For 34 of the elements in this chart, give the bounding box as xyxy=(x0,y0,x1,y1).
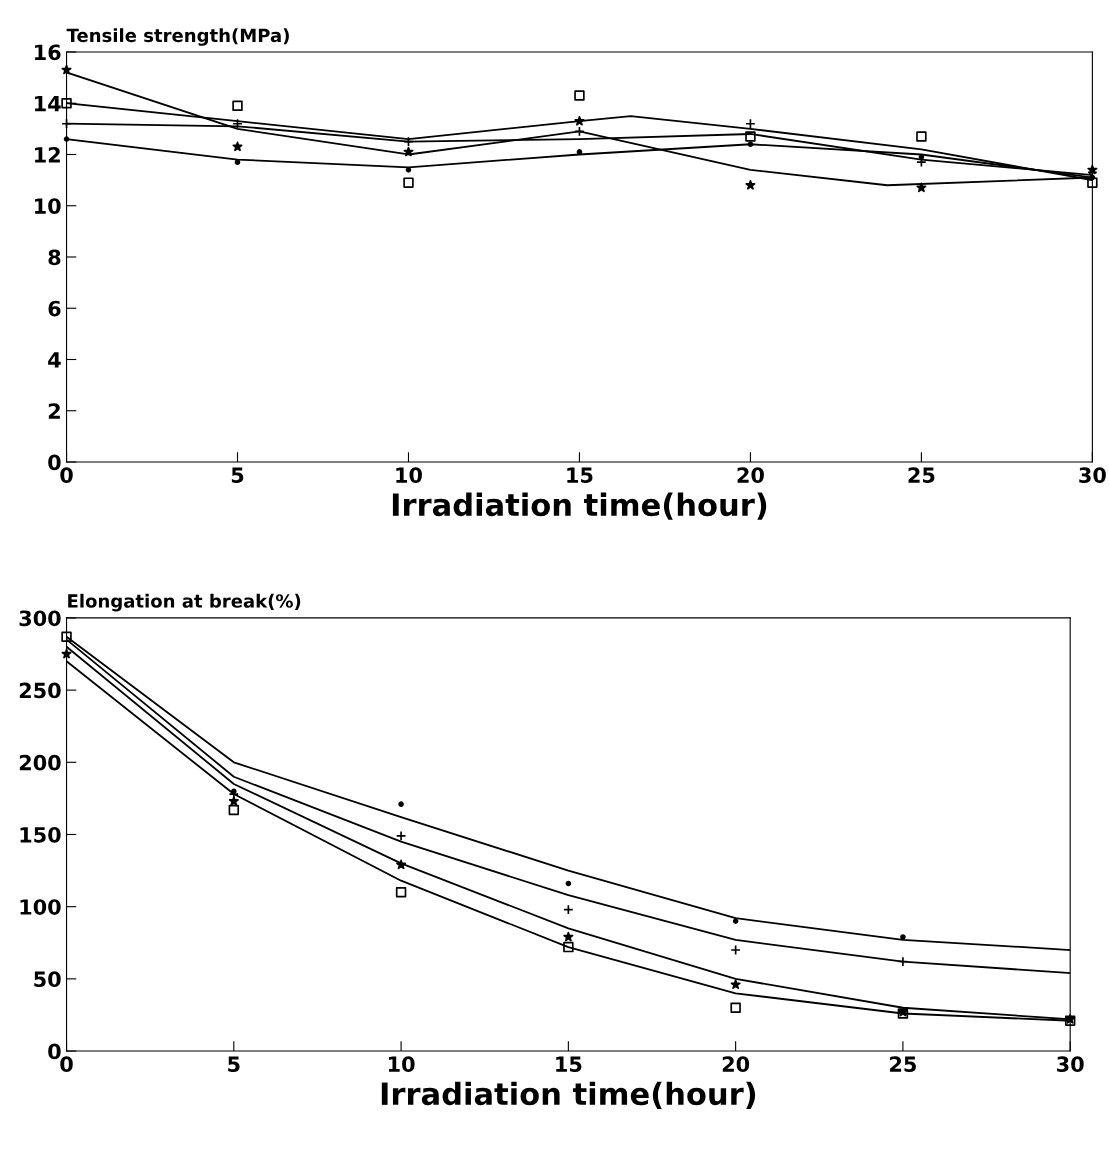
x-tick-label: 25 xyxy=(890,1056,916,1073)
y-tick-label: 0 xyxy=(48,1043,61,1060)
x-axis-title: Irradiation time(hour) xyxy=(381,1081,756,1109)
y-axis-title: Elongation at break(%) xyxy=(68,593,301,612)
x-tick-label: 15 xyxy=(567,467,593,483)
y-tick-label: 14 xyxy=(35,95,61,112)
y-tick-label: 300 xyxy=(19,610,61,627)
y-tick-label: 200 xyxy=(19,754,61,771)
y-axis-title: Tensile strength(MPa) xyxy=(66,28,289,46)
x-tick-label: 0 xyxy=(60,1056,73,1073)
y-tick-label: 2 xyxy=(48,403,60,419)
x-tick-label: 20 xyxy=(737,467,764,483)
x-tick-label: 5 xyxy=(228,1056,240,1073)
x-tick-label: 10 xyxy=(388,1056,415,1073)
x-tick-label: 30 xyxy=(1057,1056,1084,1073)
y-tick-label: 50 xyxy=(34,971,61,988)
y-tick-label: 100 xyxy=(20,899,61,915)
y-tick-label: 4 xyxy=(48,352,61,368)
y-tick-label: 16 xyxy=(35,44,61,61)
y-tick-label: 12 xyxy=(35,146,60,163)
x-tick-label: 10 xyxy=(396,467,422,483)
x-tick-label: 20 xyxy=(722,1056,750,1073)
x-axis-title: Irradiation time(hour) xyxy=(392,492,767,520)
y-tick-label: 6 xyxy=(48,300,61,317)
y-tick-label: 10 xyxy=(35,198,61,214)
x-tick-label: 15 xyxy=(556,1056,582,1073)
x-tick-label: 0 xyxy=(60,467,73,483)
x-tick-label: 5 xyxy=(231,467,244,483)
y-tick-label: 150 xyxy=(20,826,61,843)
y-tick-label: 0 xyxy=(48,454,61,471)
y-tick-label: 8 xyxy=(48,249,61,266)
x-tick-label: 25 xyxy=(908,467,935,483)
y-tick-label: 250 xyxy=(19,682,61,699)
x-tick-label: 30 xyxy=(1079,467,1106,483)
